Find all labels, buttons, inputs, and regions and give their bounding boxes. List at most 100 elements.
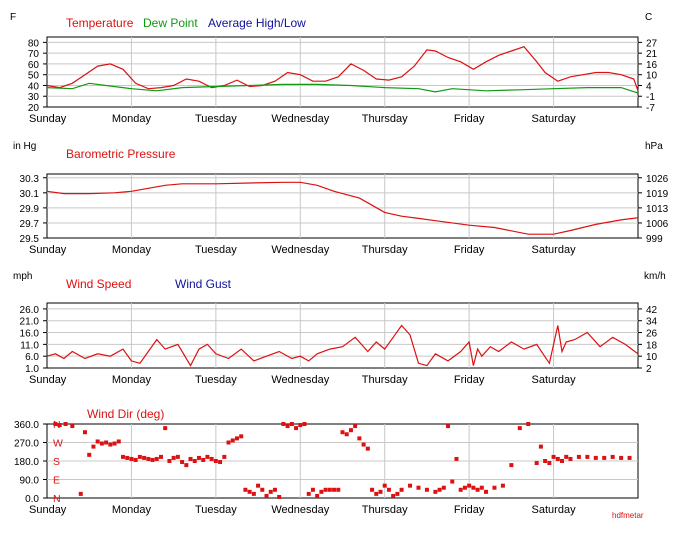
wind_dir-point (108, 442, 113, 447)
temperature-legend-1: Dew Point (143, 16, 198, 30)
wind_dir-point (627, 455, 632, 460)
wind_dir-point (264, 493, 269, 498)
temperature-unit-right: C (645, 12, 652, 23)
wind_dir-point (340, 430, 345, 435)
wind_dir-point (95, 439, 100, 444)
wind_dir-point (386, 487, 391, 492)
wind_dir-point (585, 454, 590, 459)
wind_dir-point (133, 457, 138, 462)
wind_dir-point (357, 436, 362, 441)
wind_dir-point (348, 428, 353, 433)
wind_dir-point (374, 491, 379, 496)
temperature-day-label: Monday (112, 113, 152, 125)
wind_dir-point (462, 485, 467, 490)
pressure-right-tick-label: 1013 (646, 204, 669, 215)
wind-day-label: Monday (112, 374, 152, 386)
wind_dir-point (129, 456, 134, 461)
wind_dir-point (526, 422, 531, 426)
wind_dir-point (543, 459, 548, 463)
wind_dir-point (365, 446, 370, 451)
temperature-series-0-line (46, 45, 639, 92)
wind_dir-point (112, 441, 117, 446)
wind-day-label: Thursday (362, 374, 408, 386)
wind_dir-point (218, 460, 223, 465)
wind-day-label: Sunday (29, 374, 67, 386)
wind_dir-point (205, 454, 210, 459)
wind_dir-point (479, 485, 484, 490)
wind_dir-point (53, 422, 58, 426)
wind_dir-point (146, 456, 151, 461)
wind_dir-point (82, 430, 87, 435)
temperature-y-tick-label: 40 (28, 81, 40, 92)
wind_dir-point (534, 461, 539, 466)
wind_dir-point (370, 487, 375, 492)
wind_dir-point (547, 461, 552, 466)
wind_dir-point (538, 444, 543, 449)
wind_dir-point (454, 456, 459, 461)
wind_dir-point (251, 491, 256, 496)
wind_dir-point (560, 459, 565, 463)
pressure-y-tick-label: 30.1 (20, 189, 40, 200)
wind_dir-point (256, 483, 261, 488)
temperature-day-label: Tuesday (195, 113, 237, 125)
wind_dir-point (158, 454, 163, 459)
pressure-y-tick-label: 29.9 (20, 204, 40, 215)
temperature-right-tick-label: -7 (646, 103, 655, 114)
wind_dir-point (458, 487, 463, 492)
temperature-right-tick-label: 27 (646, 38, 658, 49)
wind_dir-point (336, 487, 341, 492)
wind_dir-point (142, 455, 147, 460)
wind_dir-point (57, 423, 62, 428)
wind_dir-point (268, 489, 273, 494)
wind_dir-point (247, 489, 252, 494)
pressure-day-label: Monday (112, 244, 152, 256)
wind_dir-point (361, 442, 366, 447)
wind-right-tick-label: 18 (646, 340, 658, 351)
wind-right-tick-label: 26 (646, 329, 658, 340)
wind_dir-point (239, 434, 244, 439)
wind_dir-point (120, 454, 125, 459)
wind_dir-y-tick-label: 0.0 (25, 494, 39, 505)
wind_dir-y-tick-label: 180.0 (14, 457, 39, 468)
wind_dir-point (277, 494, 282, 499)
pressure-right-tick-label: 999 (646, 234, 663, 245)
wind_dir-point (243, 487, 248, 492)
wind_dir-day-label: Tuesday (195, 504, 237, 516)
wind_dir-point (188, 456, 193, 461)
wind_dir-point (437, 487, 442, 492)
wind_dir-y-tick-label: 360.0 (14, 420, 39, 431)
wind_dir-point (353, 424, 358, 429)
wind_dir-day-label: Friday (454, 504, 485, 516)
temperature-legend-0: Temperature (66, 16, 134, 30)
wind_dir-day-label: Thursday (362, 504, 408, 516)
wind_dir-point (332, 487, 337, 492)
wind_dir-point (163, 426, 168, 431)
wind_dir-point (91, 444, 96, 449)
wind_dir-point (137, 454, 142, 459)
wind_dir-point (289, 422, 294, 426)
wind_dir-point (323, 487, 328, 492)
wind_dir-point (260, 487, 265, 492)
wind_dir-point (475, 487, 480, 492)
wind_dir-point (441, 485, 446, 490)
wind_dir-y-tick-label: 270.0 (14, 439, 39, 450)
wind-y-tick-label: 26.0 (20, 305, 40, 316)
temperature-right-tick-label: 21 (646, 49, 658, 60)
wind_dir-point (192, 459, 197, 463)
wind_dir-day-label: Monday (112, 504, 152, 516)
wind_dir-y-tick-label: 90.0 (20, 476, 40, 487)
wind_dir-point (306, 491, 311, 496)
wind_dir-point (610, 454, 615, 459)
wind_dir-point (555, 456, 560, 461)
pressure-y-tick-label: 29.5 (20, 234, 40, 245)
wind_dir-point (171, 455, 176, 460)
wind_dir-point (298, 423, 303, 428)
wind_dir-point (382, 483, 387, 488)
wind-y-tick-label: 1.0 (25, 364, 39, 375)
wind-y-tick-label: 6.0 (25, 352, 39, 363)
wind_dir-point (180, 460, 185, 465)
pressure-day-label: Wednesday (271, 244, 329, 256)
temperature-day-label: Saturday (532, 113, 577, 125)
wind_dir-point (433, 489, 438, 494)
